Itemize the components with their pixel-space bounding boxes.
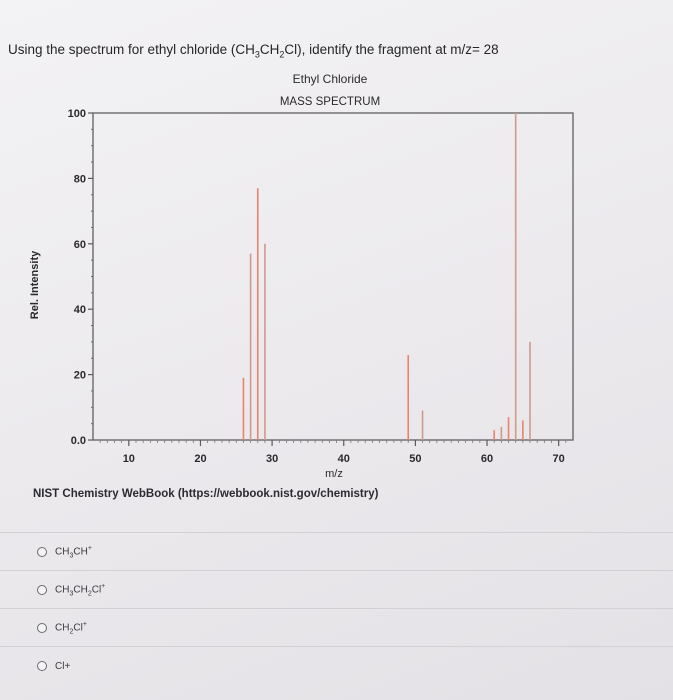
y-axis-label: Rel. Intensity xyxy=(29,250,41,319)
x-tick-label: 70 xyxy=(553,453,565,465)
source-citation: NIST Chemistry WebBook (https://webbook.… xyxy=(33,488,379,500)
x-tick-label: 10 xyxy=(123,453,135,465)
x-tick-label: 20 xyxy=(194,453,206,465)
option-label: CH3CH+ xyxy=(55,544,92,560)
option-label: CH3CH2Cl+ xyxy=(55,582,106,598)
mass-spectrum-svg: Ethyl Chloride MASS SPECTRUM Rel. Intens… xyxy=(29,72,574,480)
radio-button[interactable] xyxy=(37,623,47,633)
option-label: Cl+ xyxy=(55,660,71,672)
option-ch3ch[interactable]: CH3CH+ xyxy=(0,532,673,571)
x-tick-label: 60 xyxy=(481,453,493,465)
question-text: Using the spectrum for ethyl chloride (C… xyxy=(8,42,499,60)
radio-button[interactable] xyxy=(37,547,47,557)
option-cl[interactable]: Cl+ xyxy=(0,646,673,685)
radio-button[interactable] xyxy=(37,585,47,595)
plot-area xyxy=(92,112,574,441)
option-label: CH2Cl+ xyxy=(55,620,87,636)
x-tick-label: 50 xyxy=(409,453,421,465)
chart-subtitle: MASS SPECTRUM xyxy=(280,96,380,108)
x-axis-label: m/z xyxy=(325,468,343,480)
y-tick-label: 100 xyxy=(68,108,86,120)
y-tick-label: 60 xyxy=(74,239,86,251)
x-tick-label: 40 xyxy=(338,453,350,465)
option-ch2cl[interactable]: CH2Cl+ xyxy=(0,608,673,647)
y-tick-label: 40 xyxy=(74,304,86,316)
y-tick-label: 20 xyxy=(74,370,86,382)
chart-title: Ethyl Chloride xyxy=(293,72,368,86)
option-ch3ch2cl[interactable]: CH3CH2Cl+ xyxy=(0,570,673,609)
x-tick-label: 30 xyxy=(266,453,278,465)
y-tick-label: 80 xyxy=(74,173,86,185)
y-tick-label: 0.0 xyxy=(71,435,86,447)
mass-spectrum-chart: Ethyl Chloride MASS SPECTRUM Rel. Intens… xyxy=(29,72,574,480)
radio-button[interactable] xyxy=(37,661,47,671)
